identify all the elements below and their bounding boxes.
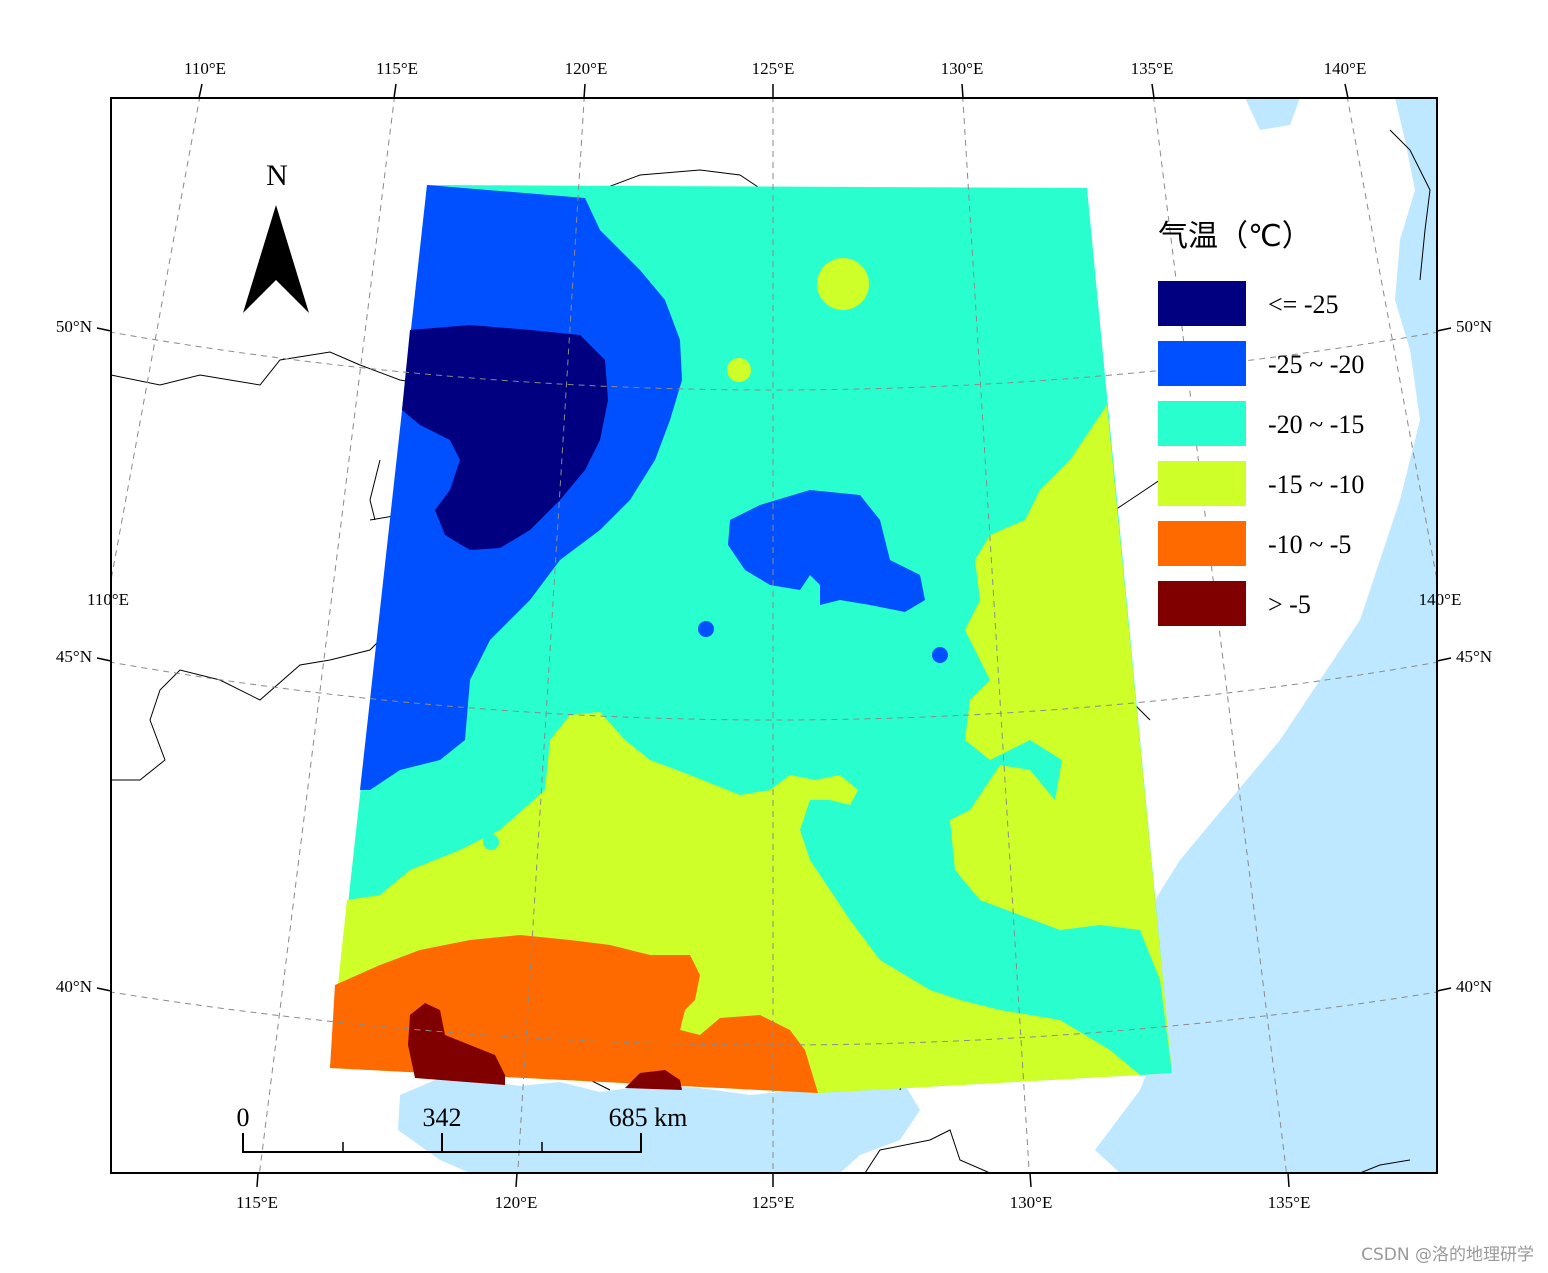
legend-label: -15 ~ -10 (1268, 470, 1364, 499)
map-body (111, 98, 1437, 1173)
north-arrow-icon (243, 205, 309, 313)
scale-bar: 0 342 685 km (237, 1103, 688, 1153)
right-lon-label: 140°E (1419, 590, 1462, 609)
watermark: CSDN @洛的地理研学 (1361, 1245, 1534, 1265)
zone-dot-a (698, 621, 714, 637)
top-lon-label: 125°E (752, 59, 795, 78)
graticule-labels: 110°E 115°E 120°E 125°E 130°E 135°E 140°… (56, 59, 1492, 1212)
bottom-lon-label: 135°E (1268, 1193, 1311, 1212)
top-lon-label: 135°E (1131, 59, 1174, 78)
legend-title: 气温（℃） (1158, 219, 1312, 254)
legend-swatch (1158, 461, 1246, 506)
zone-blob-c (483, 834, 499, 850)
left-lat-label: 45°N (56, 647, 92, 666)
zone-neg25-neg20-central (728, 490, 925, 612)
top-lon-label: 120°E (565, 59, 608, 78)
zone-gt-neg5-a (408, 1003, 505, 1085)
top-lon-label: 110°E (184, 59, 226, 78)
legend-swatch (1158, 401, 1246, 446)
legend-label: -25 ~ -20 (1268, 350, 1364, 379)
bottom-lon-label: 115°E (236, 1193, 278, 1212)
top-lon-label: 130°E (941, 59, 984, 78)
legend-swatch (1158, 581, 1246, 626)
legend: 气温（℃） <= -25 -25 ~ -20 -20 ~ -15 -15 ~ -10 -… (1158, 219, 1364, 626)
legend-swatch (1158, 281, 1246, 326)
bottom-lon-label: 120°E (495, 1193, 538, 1212)
zone-dot-b (932, 647, 948, 663)
north-arrow: N (243, 159, 309, 313)
right-lat-label: 50°N (1456, 317, 1492, 336)
map-frame (110, 97, 1438, 1174)
legend-swatch (1158, 341, 1246, 386)
zone-blob-b (727, 358, 751, 382)
zone-neg15-neg10-east (950, 405, 1172, 1075)
graticule-lines (111, 98, 1437, 1173)
legend-label: -20 ~ -15 (1268, 410, 1364, 439)
scale-label-start: 0 (237, 1103, 250, 1132)
bottom-lon-label: 125°E (752, 1193, 795, 1212)
left-lat-label: 50°N (56, 317, 92, 336)
left-lon-label: 110°E (87, 590, 129, 609)
legend-label: > -5 (1268, 590, 1311, 619)
north-arrow-label: N (266, 159, 288, 192)
legend-label: -10 ~ -5 (1268, 530, 1351, 559)
sea-north (1245, 98, 1300, 130)
right-lat-label: 45°N (1456, 647, 1492, 666)
scale-label-mid: 342 (423, 1103, 462, 1132)
left-lat-label: 40°N (56, 977, 92, 996)
legend-label: <= -25 (1268, 290, 1338, 319)
top-lon-label: 115°E (376, 59, 418, 78)
legend-swatch (1158, 521, 1246, 566)
scale-label-end: 685 km (609, 1103, 688, 1132)
right-lat-label: 40°N (1456, 977, 1492, 996)
top-lon-label: 140°E (1324, 59, 1367, 78)
bottom-lon-label: 130°E (1010, 1193, 1053, 1212)
sea-bohai (398, 1078, 920, 1173)
tick-marks (96, 83, 1452, 1188)
temperature-raster (330, 185, 1172, 1093)
sea-east (1095, 98, 1437, 1173)
zone-neg20-neg15-southeast (1060, 925, 1172, 1075)
zone-blob-a (817, 258, 869, 310)
zone-le-neg25 (402, 325, 608, 550)
zone-gt-neg5-b (625, 1070, 682, 1090)
